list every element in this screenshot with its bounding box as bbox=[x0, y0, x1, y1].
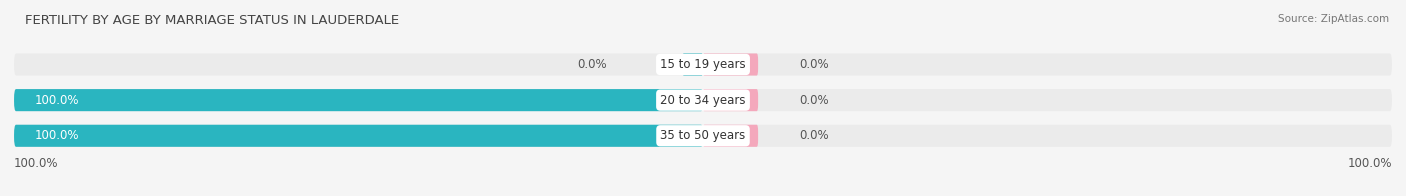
FancyBboxPatch shape bbox=[682, 54, 703, 75]
FancyBboxPatch shape bbox=[14, 89, 703, 111]
Text: 0.0%: 0.0% bbox=[800, 58, 830, 71]
Text: 100.0%: 100.0% bbox=[35, 94, 79, 107]
Text: 0.0%: 0.0% bbox=[576, 58, 606, 71]
Text: 15 to 19 years: 15 to 19 years bbox=[661, 58, 745, 71]
Text: Source: ZipAtlas.com: Source: ZipAtlas.com bbox=[1278, 14, 1389, 24]
Text: 100.0%: 100.0% bbox=[14, 157, 59, 170]
FancyBboxPatch shape bbox=[703, 125, 758, 147]
FancyBboxPatch shape bbox=[703, 89, 758, 111]
Text: 0.0%: 0.0% bbox=[800, 129, 830, 142]
Text: FERTILITY BY AGE BY MARRIAGE STATUS IN LAUDERDALE: FERTILITY BY AGE BY MARRIAGE STATUS IN L… bbox=[25, 14, 399, 27]
FancyBboxPatch shape bbox=[14, 54, 1392, 75]
Text: 100.0%: 100.0% bbox=[35, 129, 79, 142]
FancyBboxPatch shape bbox=[703, 54, 758, 75]
Text: 100.0%: 100.0% bbox=[1347, 157, 1392, 170]
FancyBboxPatch shape bbox=[14, 125, 1392, 147]
Text: 20 to 34 years: 20 to 34 years bbox=[661, 94, 745, 107]
Text: 35 to 50 years: 35 to 50 years bbox=[661, 129, 745, 142]
FancyBboxPatch shape bbox=[14, 89, 1392, 111]
FancyBboxPatch shape bbox=[14, 125, 703, 147]
Text: 0.0%: 0.0% bbox=[800, 94, 830, 107]
